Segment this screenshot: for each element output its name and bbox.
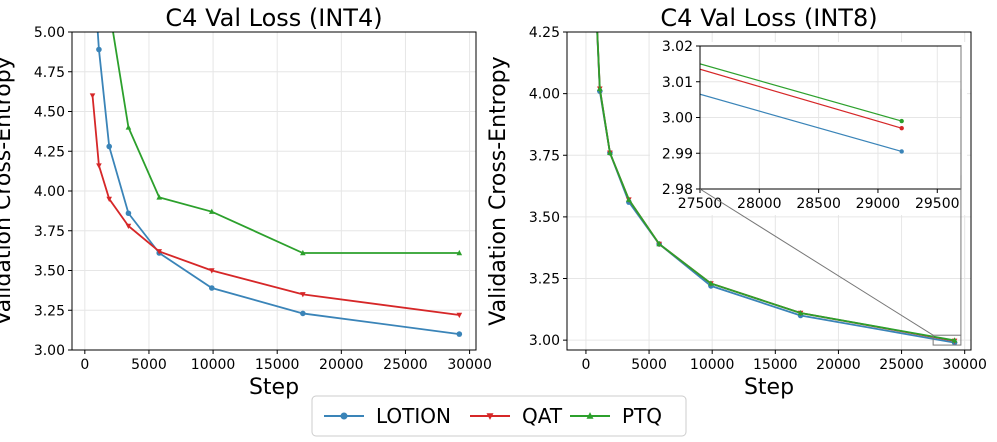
chart0-ptq-line (112, 32, 460, 254)
chart1-ylabel: Validation Cross-Entropy (486, 56, 511, 325)
chart2-ytick-label: 3.01 (662, 75, 693, 91)
chart1-ptq-point (626, 196, 632, 202)
chart0-qat-point (456, 312, 463, 319)
chart0-ytick-label: 3.00 (34, 343, 65, 359)
chart0-ptq-point (125, 124, 132, 130)
chart1-ptq-point (797, 309, 804, 316)
chart0-ytick-label: 4.00 (34, 184, 65, 200)
chart0-lotion-point (456, 331, 463, 337)
chart0-xtick-label: 20000 (319, 357, 364, 373)
chart1-xtick-label: 15000 (753, 357, 798, 373)
chart2-ptq-point (899, 118, 904, 124)
chart1-ytick-label: 3.00 (529, 333, 560, 349)
chart0-ytick-label: 5.00 (34, 25, 65, 41)
chart0-ylabel: Validation Cross-Entropy (0, 56, 16, 325)
chart0-lotion-point (96, 46, 102, 53)
chart0-ptq-point (300, 249, 306, 256)
chart1-xtick-label: 25000 (879, 357, 924, 373)
chart0-xtick-label: 5000 (131, 357, 167, 373)
chart1-xtick-label: 30000 (942, 357, 987, 373)
chart1-ptq-point (951, 337, 958, 343)
chart2-ytick-label: 3.00 (662, 111, 693, 127)
chart0-ytick-label: 3.50 (34, 264, 65, 280)
chart0-title: C4 Val Loss (INT4) (165, 4, 382, 32)
chart0-xtick-label: 30000 (447, 357, 492, 373)
chart2-ptq-line (700, 63, 902, 122)
chart1-ytick-label: 4.00 (529, 87, 560, 103)
chart1-xtick-label: 0 (581, 357, 590, 373)
chart1-xtick-label: 20000 (816, 357, 861, 373)
chart0-lotion-point (106, 143, 112, 150)
chart0-qat-line (91, 95, 460, 316)
chart0-xtick-label: 0 (80, 357, 89, 373)
chart-int4: 0 5000 10000 15000 20000 25000 30000 3.00 3.25 3.… (0, 4, 492, 400)
chart0-qat-point (96, 163, 102, 169)
chart0-qat-point (300, 292, 306, 298)
chart0-xtick-label: 15000 (255, 357, 300, 373)
chart0-lotion-line (96, 32, 460, 335)
chart0-ptq-point (156, 194, 163, 200)
chart1-zoom-region (932, 334, 962, 346)
chart0-ptq-point (456, 249, 463, 256)
chart-int8: 0 5000 10000 15000 20000 25000 30000 3.00 3.25 3.… (486, 4, 987, 400)
chart0-lotion-point (208, 285, 215, 291)
chart0-qat-point (106, 196, 112, 203)
chart0-qat-point (156, 249, 163, 255)
legend-lotion-marker (340, 412, 348, 420)
legend-ptq-label: PTQ (622, 404, 662, 428)
chart1-ptq-point (708, 280, 714, 286)
chart2-lotion-line (700, 93, 902, 153)
chart0-xlabel: Step (249, 375, 299, 400)
chart2-qat-line (700, 68, 902, 129)
chart0-lotion-point (125, 210, 132, 217)
legend-lotion-label: LOTION (376, 404, 451, 428)
chart1-title: C4 Val Loss (INT8) (660, 4, 877, 32)
chart1-xtick-label: 10000 (690, 357, 735, 373)
chart1-xlabel: Step (744, 375, 794, 400)
chart2-lotion-point (899, 149, 904, 154)
chart0-ytick-label: 4.50 (34, 105, 65, 121)
legend-qat-label: QAT (522, 404, 563, 428)
legend-qat-marker (486, 413, 494, 420)
chart0-ytick-label: 4.75 (34, 65, 65, 81)
chart2-xtick-label: 27500 (678, 196, 723, 212)
chart2-ytick-label: 2.98 (662, 182, 693, 198)
chart0-ytick-label: 3.75 (34, 224, 65, 240)
chart0-ytick-label: 3.25 (34, 303, 65, 319)
chart1-ptq-point (656, 240, 662, 247)
chart1-ytick-label: 4.25 (529, 25, 560, 41)
chart2-qat-point (899, 126, 904, 131)
chart0-lotion-point (300, 310, 306, 317)
chart2-ytick-label: 2.99 (662, 146, 693, 162)
chart1-ytick-label: 3.75 (529, 148, 560, 164)
chart0-ptq-point (208, 208, 215, 214)
chart1-ytick-label: 3.50 (529, 210, 560, 226)
chart1-ptq-point (607, 149, 613, 156)
chart0-xtick-label: 10000 (191, 357, 236, 373)
chart0-qat-point (125, 223, 132, 230)
chart1-ytick-label: 3.25 (529, 272, 560, 288)
chart2-xtick-label: 29000 (856, 196, 901, 212)
chart2-xtick-label: 29500 (915, 196, 960, 212)
chart1-ptq-line (596, 32, 955, 342)
chart2-xtick-label: 28000 (737, 196, 782, 212)
chart0-xtick-label: 25000 (383, 357, 428, 373)
chart0-ytick-label: 4.25 (34, 144, 65, 160)
chart1-ptq-point (597, 85, 603, 91)
chart0-qat-point (208, 268, 215, 274)
chart2-xtick-label: 28500 (796, 196, 841, 212)
chart1-zoom-connector (699, 188, 934, 336)
chart2-ytick-label: 3.02 (662, 39, 693, 55)
chart1-xtick-label: 5000 (631, 357, 667, 373)
chart0-qat-point (89, 93, 96, 99)
chart1-frame (566, 31, 972, 351)
chart1-inset: 27500 28000 28500 29000 29500 2.98 2.99 3.00 3.0… (650, 39, 967, 215)
legend-ptq-marker (586, 412, 594, 419)
legend: LOTION QAT PTQ (311, 395, 687, 437)
